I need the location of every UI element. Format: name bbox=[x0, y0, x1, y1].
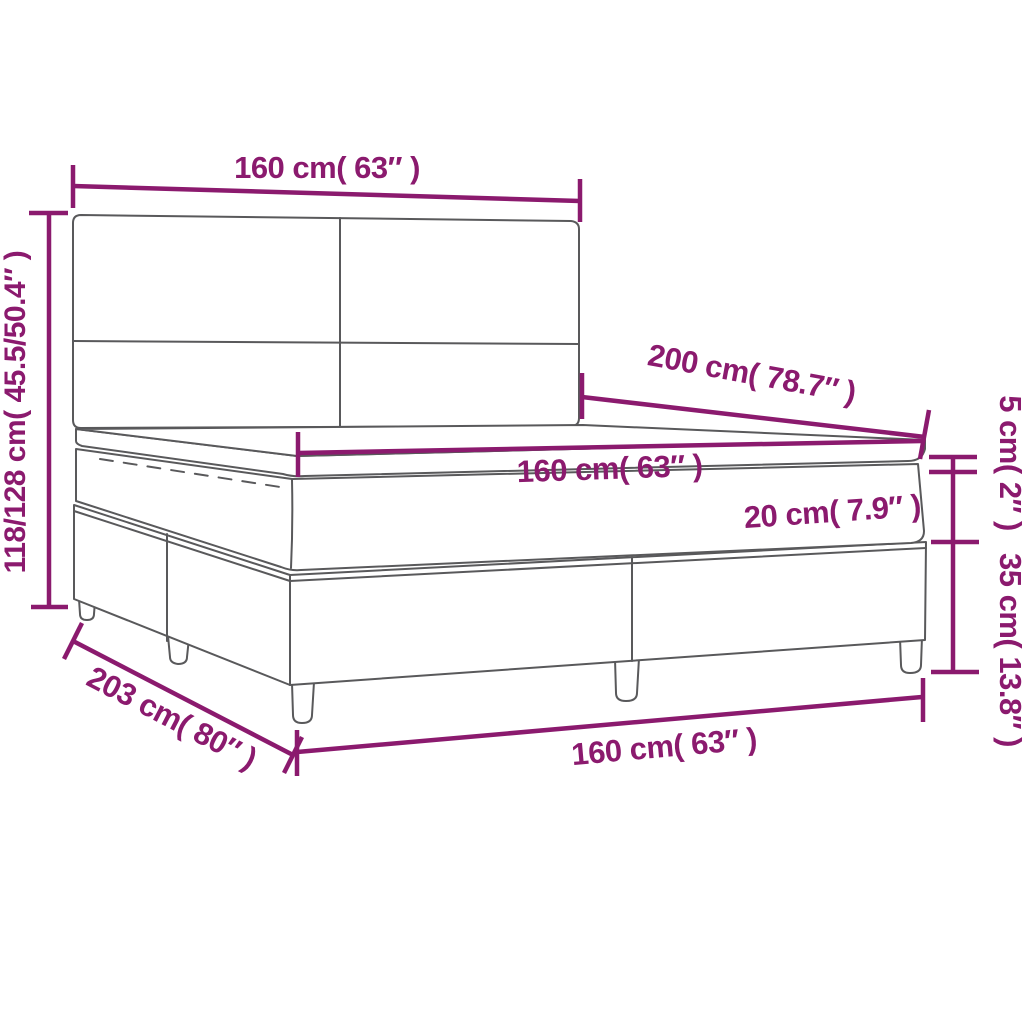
leg-front-left bbox=[291, 681, 315, 724]
mattress-stitching bbox=[99, 458, 281, 488]
leg-front-middle bbox=[614, 657, 640, 702]
dim-mattress-width: 160 cm( 63″ ) bbox=[295, 432, 923, 489]
leg-front-right bbox=[899, 636, 923, 674]
dim-label-total-height: 118/128 cm( 45.5/50.4″ ) bbox=[0, 251, 32, 574]
dim-label-box-height: 35 cm( 13.8″ ) bbox=[993, 553, 1024, 747]
dim-label-bed-width-bottom: 160 cm( 63″ ) bbox=[570, 721, 758, 772]
dim-headboard-width: 160 cm( 63″ ) bbox=[70, 150, 583, 222]
dim-line bbox=[297, 438, 923, 456]
dim-label-headboard-width: 160 cm( 63″ ) bbox=[234, 150, 420, 185]
box-front-piping bbox=[289, 547, 927, 582]
mattress-body bbox=[75, 448, 925, 572]
headboard-horizontal-divider bbox=[72, 340, 580, 345]
headboard bbox=[72, 214, 580, 429]
dim-total-height: 118/128 cm( 45.5/50.4″ ) bbox=[0, 210, 68, 610]
dim-label-mattress-length: 200 cm( 78.7″ ) bbox=[645, 337, 859, 410]
dim-label-bed-length: 203 cm( 80″ ) bbox=[81, 659, 262, 776]
box-left-piping bbox=[73, 510, 291, 582]
dim-bed-width-bottom: 160 cm( 63″ ) bbox=[294, 678, 926, 776]
dim-line bbox=[581, 394, 926, 440]
dim-line bbox=[71, 639, 295, 757]
bed-outline bbox=[72, 214, 927, 724]
dim-tick bbox=[61, 621, 85, 661]
dim-right-chain: 5 cm( 2″ ) 35 cm( 13.8″ ) bbox=[929, 395, 1024, 747]
dim-tick bbox=[281, 735, 305, 775]
mattress-corner-edge bbox=[290, 479, 294, 569]
dim-tick bbox=[917, 409, 932, 460]
dim-label-topper-height: 5 cm( 2″ ) bbox=[993, 395, 1024, 531]
box-spring-front-face bbox=[289, 541, 927, 686]
dim-line bbox=[72, 183, 581, 204]
dim-label-mattress-width: 160 cm( 63″ ) bbox=[516, 448, 703, 489]
dim-line bbox=[296, 694, 923, 755]
